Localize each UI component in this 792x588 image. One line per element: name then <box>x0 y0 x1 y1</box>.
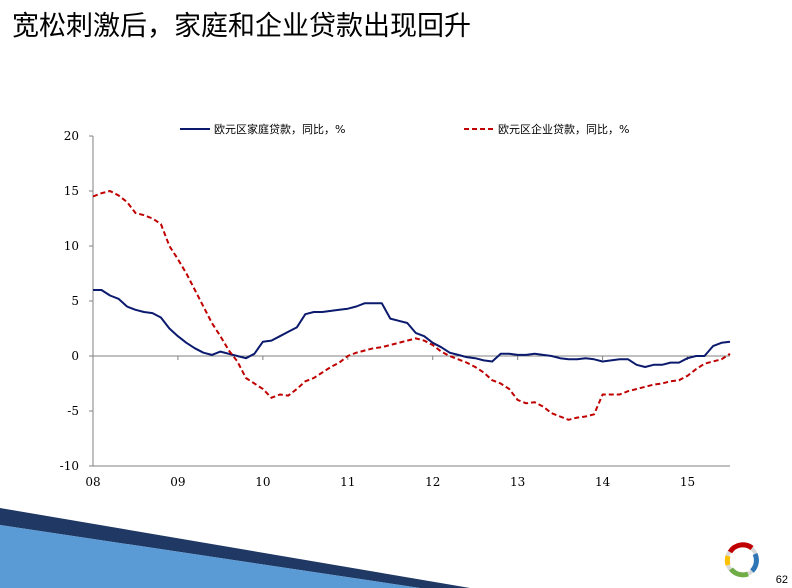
y-tick-label: 0 <box>71 349 79 363</box>
swoosh-light <box>0 525 420 588</box>
x-tick-label: 15 <box>680 475 695 489</box>
y-tick-label: -10 <box>60 459 79 473</box>
legend-label: 欧元区企业贷款，同比，% <box>498 122 629 136</box>
y-tick-label: 10 <box>64 239 79 253</box>
x-tick-label: 09 <box>170 475 185 489</box>
y-tick-label: 15 <box>64 184 79 198</box>
chart-axes <box>92 136 730 467</box>
x-tick-label: 10 <box>255 475 270 489</box>
legend-label: 欧元区家庭贷款，同比，% <box>214 122 345 136</box>
page-number: 62 <box>775 574 788 586</box>
x-tick-label: 12 <box>425 475 440 489</box>
logo-icon <box>724 542 759 578</box>
chart-ticks: 20 15 10 5 0 -5 -10 08 09 10 11 12 13 14 15 <box>60 129 696 489</box>
swoosh-dark <box>0 508 470 588</box>
x-tick-label: 08 <box>85 475 100 489</box>
chart-legend: 欧元区家庭贷款，同比，% 欧元区企业贷款，同比，% <box>180 122 629 136</box>
series-line-corporate <box>92 190 731 421</box>
slide-title: 宽松刺激后，家庭和企业贷款出现回升 <box>12 11 471 42</box>
x-tick-label: 14 <box>595 475 611 489</box>
chart-series <box>92 190 731 421</box>
series-line-household <box>93 289 731 368</box>
y-tick-label: -5 <box>67 404 79 418</box>
x-tick-label: 13 <box>510 475 525 489</box>
y-tick-label: 5 <box>71 294 79 308</box>
x-tick-label: 11 <box>340 475 355 489</box>
y-tick-label: 20 <box>64 129 79 143</box>
